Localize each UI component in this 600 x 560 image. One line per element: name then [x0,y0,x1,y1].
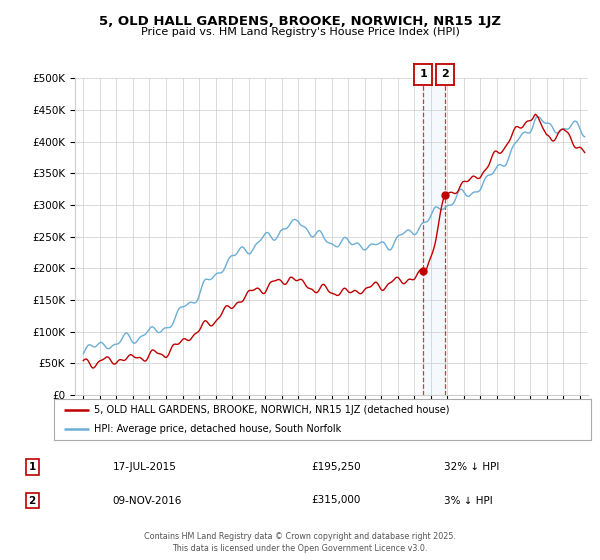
Text: Contains HM Land Registry data © Crown copyright and database right 2025.: Contains HM Land Registry data © Crown c… [144,532,456,541]
Text: 09-NOV-2016: 09-NOV-2016 [113,496,182,506]
Text: This data is licensed under the Open Government Licence v3.0.: This data is licensed under the Open Gov… [172,544,428,553]
Text: 17-JUL-2015: 17-JUL-2015 [113,462,176,472]
Text: £315,000: £315,000 [311,496,361,506]
Text: HPI: Average price, detached house, South Norfolk: HPI: Average price, detached house, Sout… [94,424,341,433]
Text: 1: 1 [419,69,427,79]
Text: 32% ↓ HPI: 32% ↓ HPI [444,462,499,472]
Text: 1: 1 [29,462,36,472]
Text: 3% ↓ HPI: 3% ↓ HPI [444,496,493,506]
Text: £195,250: £195,250 [311,462,361,472]
Text: Price paid vs. HM Land Registry's House Price Index (HPI): Price paid vs. HM Land Registry's House … [140,27,460,37]
Text: 2: 2 [441,69,449,79]
Text: 5, OLD HALL GARDENS, BROOKE, NORWICH, NR15 1JZ: 5, OLD HALL GARDENS, BROOKE, NORWICH, NR… [99,15,501,27]
Text: 5, OLD HALL GARDENS, BROOKE, NORWICH, NR15 1JZ (detached house): 5, OLD HALL GARDENS, BROOKE, NORWICH, NR… [94,405,450,415]
Bar [423,78,445,395]
Text: 2: 2 [29,496,36,506]
